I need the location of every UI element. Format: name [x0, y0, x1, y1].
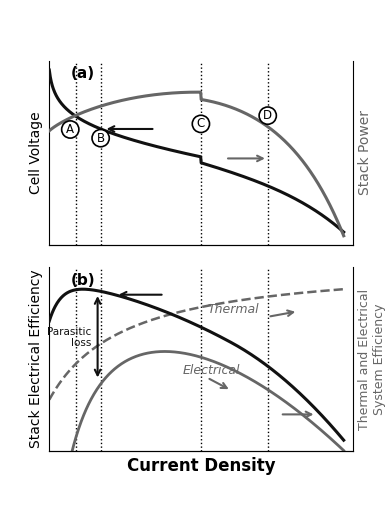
X-axis label: Current Density: Current Density [127, 457, 275, 475]
Y-axis label: Cell Voltage: Cell Voltage [29, 112, 44, 194]
Text: Thermal: Thermal [207, 303, 259, 316]
Text: C: C [197, 118, 205, 130]
Text: B: B [96, 132, 105, 144]
Y-axis label: Stack Power: Stack Power [358, 111, 372, 195]
Text: D: D [263, 109, 272, 122]
Text: (a): (a) [70, 66, 94, 81]
Text: Electrical: Electrical [183, 364, 240, 377]
Y-axis label: Stack Electrical Efficiency: Stack Electrical Efficiency [29, 270, 44, 449]
Text: Parasitic
loss: Parasitic loss [47, 327, 92, 348]
Y-axis label: Thermal and Electrical
System Efficiency: Thermal and Electrical System Efficiency [358, 288, 387, 430]
Text: (b): (b) [70, 273, 95, 287]
Text: A: A [66, 123, 74, 136]
